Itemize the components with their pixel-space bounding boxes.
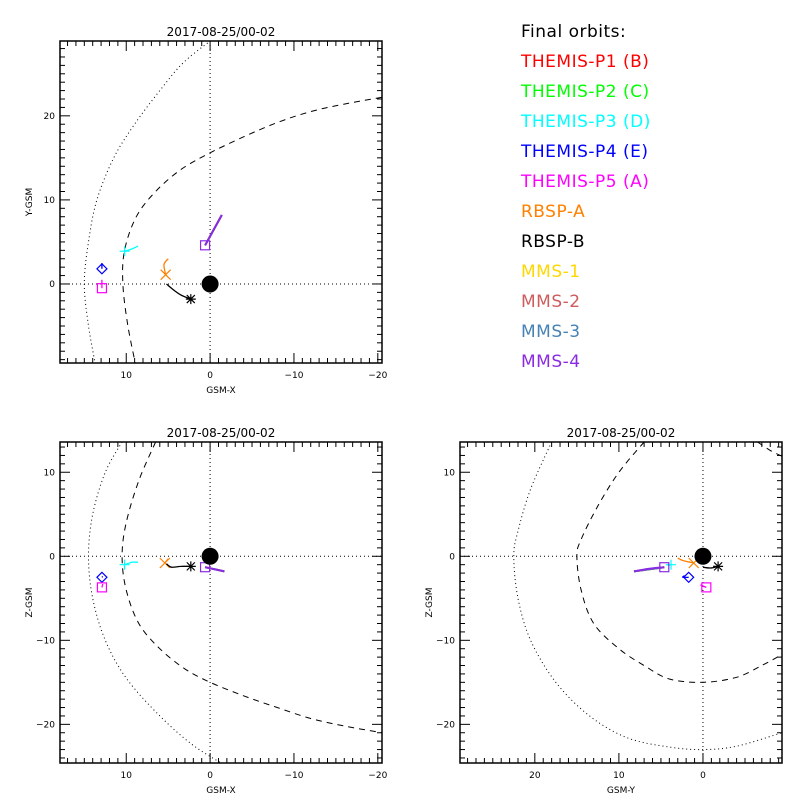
plot-title: 2017-08-25/00-02 (167, 25, 276, 39)
y-tick-label: −10 (436, 636, 455, 646)
marker-mms-4 (659, 562, 670, 573)
y-tick-label: 0 (49, 552, 55, 562)
x-tick-label: 0 (207, 771, 213, 781)
marker-rbsp-a (160, 269, 172, 281)
earth-marker (201, 547, 219, 565)
x-tick-label: −20 (368, 771, 387, 781)
x-tick-label: 0 (207, 371, 213, 381)
x-axis-label: GSM-X (206, 386, 235, 396)
legend-item: THEMIS-P5 (A) (521, 172, 650, 192)
orbit-track-themis-p5 (101, 583, 104, 588)
marker-rbsp-a (159, 557, 171, 569)
y-tick-label: 10 (44, 196, 56, 206)
legend-title: Final orbits: (521, 22, 627, 42)
y-tick-label: 10 (44, 468, 56, 478)
plot-frame (459, 441, 783, 764)
marker-themis-p5 (701, 582, 712, 593)
orbit-track-themis-p4 (101, 576, 104, 578)
plot-frame (59, 441, 383, 764)
orbit-track-themis-p4 (682, 575, 689, 579)
y-tick-label: 20 (44, 112, 56, 122)
marker-themis-p4 (682, 571, 695, 584)
plot-area (60, 41, 382, 363)
plot-frame (59, 40, 383, 364)
orbit-track-rbsp-a (163, 258, 169, 275)
marker-rbsp-b (185, 561, 196, 572)
y-axis-label: Z-GSM (425, 587, 435, 617)
x-axis-label: GSM-Y (607, 786, 636, 796)
marker-rbsp-b (713, 561, 724, 572)
plot-area (460, 442, 782, 763)
plot-panel-2: 2017-08-25/00-02 GSM-X Z-GSM 10 0 −10 −20 10 0 −1… (25, 426, 388, 796)
bow-shock-curve (83, 41, 212, 363)
marker-rbsp-b (185, 294, 196, 305)
legend-item: MMS-4 (521, 352, 581, 372)
plot-area (60, 442, 382, 763)
marker-mms-4 (199, 240, 211, 251)
marker-themis-p5 (96, 582, 108, 593)
legend-item: THEMIS-P1 (B) (521, 52, 650, 72)
legend: Final orbits: THEMIS-P1 (B) THEMIS-P2 (C)… (521, 20, 651, 380)
plot-panel-1: 2017-08-25/00-02 GSM-X Y-GSM 10 0 −10 −20 0 10 20 (25, 25, 388, 396)
magnetopause-curve (757, 442, 782, 457)
magnetopause-curve (576, 442, 782, 683)
orbit-track-rbsp-a (677, 557, 694, 564)
y-tick-label: −20 (36, 720, 55, 730)
marker-themis-p4 (96, 262, 108, 275)
x-tick-label: 10 (613, 771, 625, 781)
plot-title: 2017-08-25/00-02 (167, 426, 276, 440)
magnetopause-curve (121, 442, 382, 734)
legend-item: MMS-3 (521, 322, 581, 342)
plot-title: 2017-08-25/00-02 (567, 426, 676, 440)
orbit-track-themis-p3 (124, 245, 139, 252)
legend-item: MMS-2 (521, 292, 581, 312)
y-tick-label: 10 (444, 468, 456, 478)
legend-item: THEMIS-P2 (C) (521, 82, 650, 102)
x-tick-label: 0 (700, 771, 706, 781)
legend-item: RBSP-A (521, 202, 586, 222)
x-tick-label: 10 (121, 371, 133, 381)
x-tick-label: −10 (284, 771, 303, 781)
marker-themis-p3 (119, 246, 130, 257)
y-axis-label: Z-GSM (25, 587, 35, 617)
y-tick-label: 0 (49, 280, 55, 290)
magnetopause-curve (122, 96, 382, 363)
y-tick-label: −20 (436, 720, 455, 730)
marker-themis-p3 (666, 559, 677, 570)
orbit-track-rbsp-b (166, 283, 192, 300)
x-tick-label: −10 (284, 371, 303, 381)
y-tick-label: 0 (449, 552, 455, 562)
bow-shock-curve (513, 442, 782, 751)
y-tick-label: −10 (36, 636, 55, 646)
bow-shock-curve (87, 442, 223, 763)
marker-themis-p3 (119, 559, 130, 570)
orbit-track-mms-4 (204, 566, 225, 573)
legend-item: MMS-1 (521, 262, 581, 282)
orbit-track-mms-4 (633, 566, 665, 573)
earth-marker (201, 275, 219, 293)
marker-themis-p5 (96, 283, 108, 294)
plot-panel-3: 2017-08-25/00-02 GSM-Y Z-GSM 20 10 0 10 0 −10 −20 (425, 426, 783, 796)
y-axis-label: Y-GSM (25, 188, 35, 217)
x-tick-label: −20 (368, 371, 387, 381)
legend-item: THEMIS-P3 (D) (521, 112, 651, 132)
legend-item: THEMIS-P4 (E) (521, 142, 649, 162)
x-tick-label: 20 (529, 771, 541, 781)
x-axis-label: GSM-X (206, 786, 235, 796)
orbit-track-themis-p3 (124, 561, 139, 566)
x-tick-label: 10 (121, 771, 133, 781)
earth-marker (694, 547, 712, 565)
legend-item: RBSP-B (521, 232, 586, 252)
